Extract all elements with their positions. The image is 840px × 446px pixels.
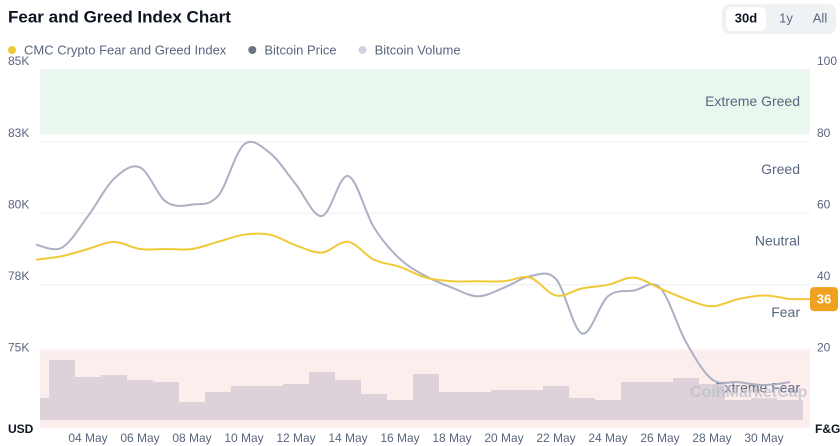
y-tick-label: 83K [8,126,29,140]
y-axis-label: USD [8,422,34,436]
x-tick-label: 08 May [172,431,211,445]
volume-bar [75,377,101,420]
volume-bar [49,360,75,420]
volume-bar [153,382,179,420]
y2-axis-label: F&G [815,422,840,436]
volume-bar [517,390,543,420]
y-tick-label: 75K [8,341,29,355]
y2-tick-label: 40 [817,269,831,283]
x-tick-label: 04 May [68,431,107,445]
x-tick-label: 26 May [640,431,679,445]
volume-bar [673,378,699,420]
volume-bar [205,392,231,420]
volume-bar [179,402,205,420]
y-tick-label: 80K [8,197,29,211]
x-tick-label: 06 May [120,431,159,445]
volume-bar [387,400,413,420]
x-tick-label: 16 May [380,431,419,445]
value-badge-label: 36 [817,292,831,307]
volume-bar [699,384,725,420]
volume-bar [257,386,283,420]
volume-bar [491,390,517,420]
volume-bar [361,394,387,420]
x-tick-label: 24 May [588,431,627,445]
volume-bar [751,398,777,420]
volume-bar [621,382,647,420]
y2-tick-label: 20 [817,341,831,355]
volume-bar [127,380,153,420]
volume-bar [647,382,673,420]
chart-title: Fear and Greed Index Chart [8,7,231,26]
y-tick-label: 85K [8,54,29,68]
zone-label: Extreme Greed [705,93,800,109]
legend-label: CMC Crypto Fear and Greed Index [24,42,227,57]
x-tick-label: 14 May [328,431,367,445]
volume-bar [101,375,127,420]
volume-bar [569,398,595,420]
volume-bar [413,374,439,420]
y2-tick-label: 100 [817,54,837,68]
zone-label: Greed [761,161,800,177]
legend-dot [358,46,367,54]
zone-label: Neutral [755,233,800,249]
value-badge [810,287,838,312]
legend-dot [248,46,257,54]
watermark: CoinMarketCap [690,384,808,401]
legend-dot [8,46,16,54]
volume-bar [725,400,751,420]
button[interactable]: All [813,10,828,25]
y-tick-label: 78K [8,269,29,283]
zone-band [40,70,810,135]
volume-bar [309,372,335,420]
volume-bar [777,400,803,420]
legend-label: Bitcoin Price [264,42,336,57]
x-tick-label: 18 May [432,431,471,445]
x-tick-label: 30 May [744,431,783,445]
volume-bar [543,386,569,420]
series-line [35,140,791,387]
volume-bar [40,398,49,420]
volume-bar [439,392,465,420]
volume-bar [283,384,309,420]
button[interactable]: 1y [779,10,793,25]
y2-tick-label: 80 [817,126,831,140]
x-tick-label: 22 May [536,431,575,445]
series-line [35,232,791,308]
legend-label: Bitcoin Volume [375,42,461,57]
button-active[interactable] [726,7,766,31]
volume-bar [595,400,621,420]
volume-bar [335,380,361,420]
x-tick-label: 12 May [276,431,315,445]
volume-bar [231,386,257,420]
x-tick-label: 28 May [692,431,731,445]
y2-tick-label: 60 [817,197,831,211]
zone-label: Fear [771,304,800,320]
x-tick-label: 20 May [484,431,523,445]
volume-bar [465,392,491,420]
button[interactable]: 30d [735,10,757,25]
x-tick-label: 10 May [224,431,263,445]
